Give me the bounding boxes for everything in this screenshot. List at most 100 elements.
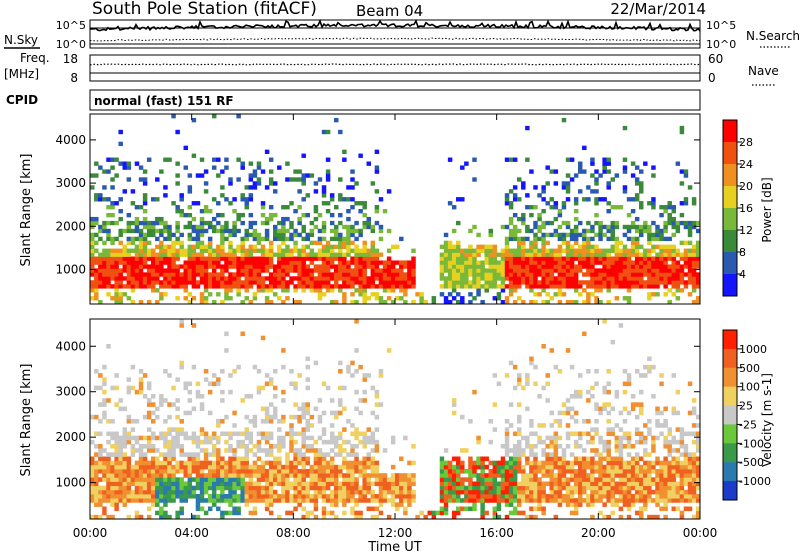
heatmap-cell bbox=[569, 414, 575, 420]
heatmap-cell bbox=[325, 209, 331, 214]
heatmap-cell bbox=[386, 348, 392, 353]
heatmap-cell bbox=[122, 473, 127, 478]
heatmap-cell bbox=[146, 398, 152, 403]
heatmap-cell bbox=[232, 469, 237, 474]
heatmap-cell bbox=[370, 244, 376, 249]
heatmap-cell bbox=[407, 268, 412, 273]
x-tick-label: 00:00 bbox=[73, 526, 108, 540]
heatmap-cell bbox=[260, 284, 266, 289]
heatmap-cell bbox=[285, 464, 290, 470]
heatmap-cell bbox=[175, 444, 180, 449]
heatmap-cell bbox=[476, 460, 481, 466]
heatmap-cell bbox=[561, 248, 567, 253]
heatmap-cell bbox=[374, 209, 380, 214]
heatmap-cell bbox=[386, 228, 392, 234]
heatmap-cell bbox=[358, 276, 363, 281]
heatmap-cell bbox=[252, 264, 258, 269]
heatmap-cell bbox=[142, 256, 148, 261]
heatmap-cell bbox=[553, 485, 559, 491]
heatmap-cell bbox=[106, 431, 111, 437]
heatmap-cell bbox=[126, 264, 132, 269]
heatmap-cell bbox=[390, 268, 396, 273]
heatmap-cell bbox=[643, 248, 648, 253]
heatmap-cell bbox=[102, 169, 107, 174]
heatmap-cell bbox=[545, 256, 550, 261]
heatmap-cell bbox=[521, 240, 526, 246]
heatmap-cell bbox=[602, 485, 607, 491]
heatmap-cell bbox=[187, 456, 193, 462]
heatmap-cell bbox=[488, 260, 493, 265]
heatmap-cell bbox=[622, 256, 628, 261]
heatmap-cell bbox=[618, 410, 624, 416]
heatmap-cell bbox=[590, 427, 595, 432]
heatmap-cell bbox=[313, 276, 319, 281]
heatmap-cell bbox=[342, 260, 347, 265]
heatmap-cell bbox=[309, 228, 315, 234]
heatmap-cell bbox=[492, 264, 498, 269]
heatmap-cell bbox=[655, 514, 660, 520]
heatmap-cell bbox=[484, 276, 489, 281]
heatmap-cell bbox=[159, 494, 164, 499]
heatmap-cell bbox=[220, 244, 225, 249]
heatmap-cell bbox=[118, 228, 123, 234]
heatmap-cell bbox=[151, 402, 156, 407]
heatmap-cell bbox=[305, 244, 310, 249]
heatmap-cell bbox=[179, 431, 184, 437]
heatmap-cell bbox=[106, 498, 111, 503]
heatmap-cell bbox=[106, 157, 111, 162]
heatmap-cell bbox=[675, 280, 681, 285]
heatmap-cell bbox=[606, 288, 611, 293]
heatmap-cell bbox=[573, 456, 579, 462]
heatmap-cell bbox=[521, 244, 526, 249]
heatmap-cell bbox=[313, 224, 319, 230]
heatmap-cell bbox=[151, 232, 156, 238]
heatmap-cell bbox=[537, 292, 542, 297]
heatmap-cell bbox=[277, 494, 282, 499]
heatmap-cell bbox=[358, 494, 363, 499]
heatmap-cell bbox=[98, 431, 103, 437]
heatmap-cell bbox=[488, 419, 493, 424]
heatmap-cell bbox=[277, 481, 282, 487]
heatmap-cell bbox=[468, 252, 473, 257]
heatmap-cell bbox=[549, 197, 554, 202]
heatmap-cell bbox=[138, 498, 144, 503]
heatmap-cell bbox=[305, 276, 310, 281]
heatmap-cell bbox=[94, 502, 99, 507]
heatmap-cell bbox=[114, 385, 119, 391]
heatmap-cell bbox=[228, 177, 233, 182]
heatmap-cell bbox=[557, 498, 563, 503]
heatmap-cell bbox=[155, 456, 160, 462]
heatmap-cell bbox=[594, 469, 599, 474]
heatmap-cell bbox=[175, 236, 180, 242]
heatmap-cell bbox=[399, 485, 404, 491]
heatmap-cell bbox=[94, 248, 99, 253]
heatmap-cell bbox=[456, 498, 461, 503]
heatmap-cell bbox=[687, 498, 693, 503]
heatmap-cell bbox=[313, 456, 319, 462]
heatmap-cell bbox=[529, 248, 534, 253]
heatmap-cell bbox=[329, 502, 335, 507]
heatmap-cell bbox=[309, 256, 315, 261]
heatmap-cell bbox=[248, 212, 254, 218]
heatmap-cell bbox=[472, 260, 477, 265]
heatmap-cell bbox=[569, 394, 575, 399]
heatmap-cell bbox=[309, 448, 315, 453]
heatmap-cell bbox=[622, 460, 628, 466]
heatmap-cell bbox=[456, 256, 461, 261]
heatmap-cell bbox=[313, 494, 319, 499]
heatmap-cell bbox=[362, 240, 367, 246]
heatmap-cell bbox=[138, 435, 144, 441]
heatmap-cell bbox=[606, 469, 611, 474]
heatmap-cell bbox=[289, 256, 294, 261]
heatmap-cell bbox=[395, 284, 400, 289]
heatmap-cell bbox=[163, 452, 168, 457]
heatmap-cell bbox=[236, 284, 241, 289]
heatmap-cell bbox=[390, 284, 396, 289]
heatmap-cell bbox=[285, 431, 290, 437]
heatmap-cell bbox=[602, 260, 607, 265]
heatmap-cell bbox=[395, 268, 400, 273]
heatmap-cell bbox=[443, 502, 449, 507]
heatmap-cell bbox=[94, 498, 99, 503]
heatmap-cell bbox=[675, 284, 681, 289]
heatmap-cell bbox=[220, 510, 225, 516]
